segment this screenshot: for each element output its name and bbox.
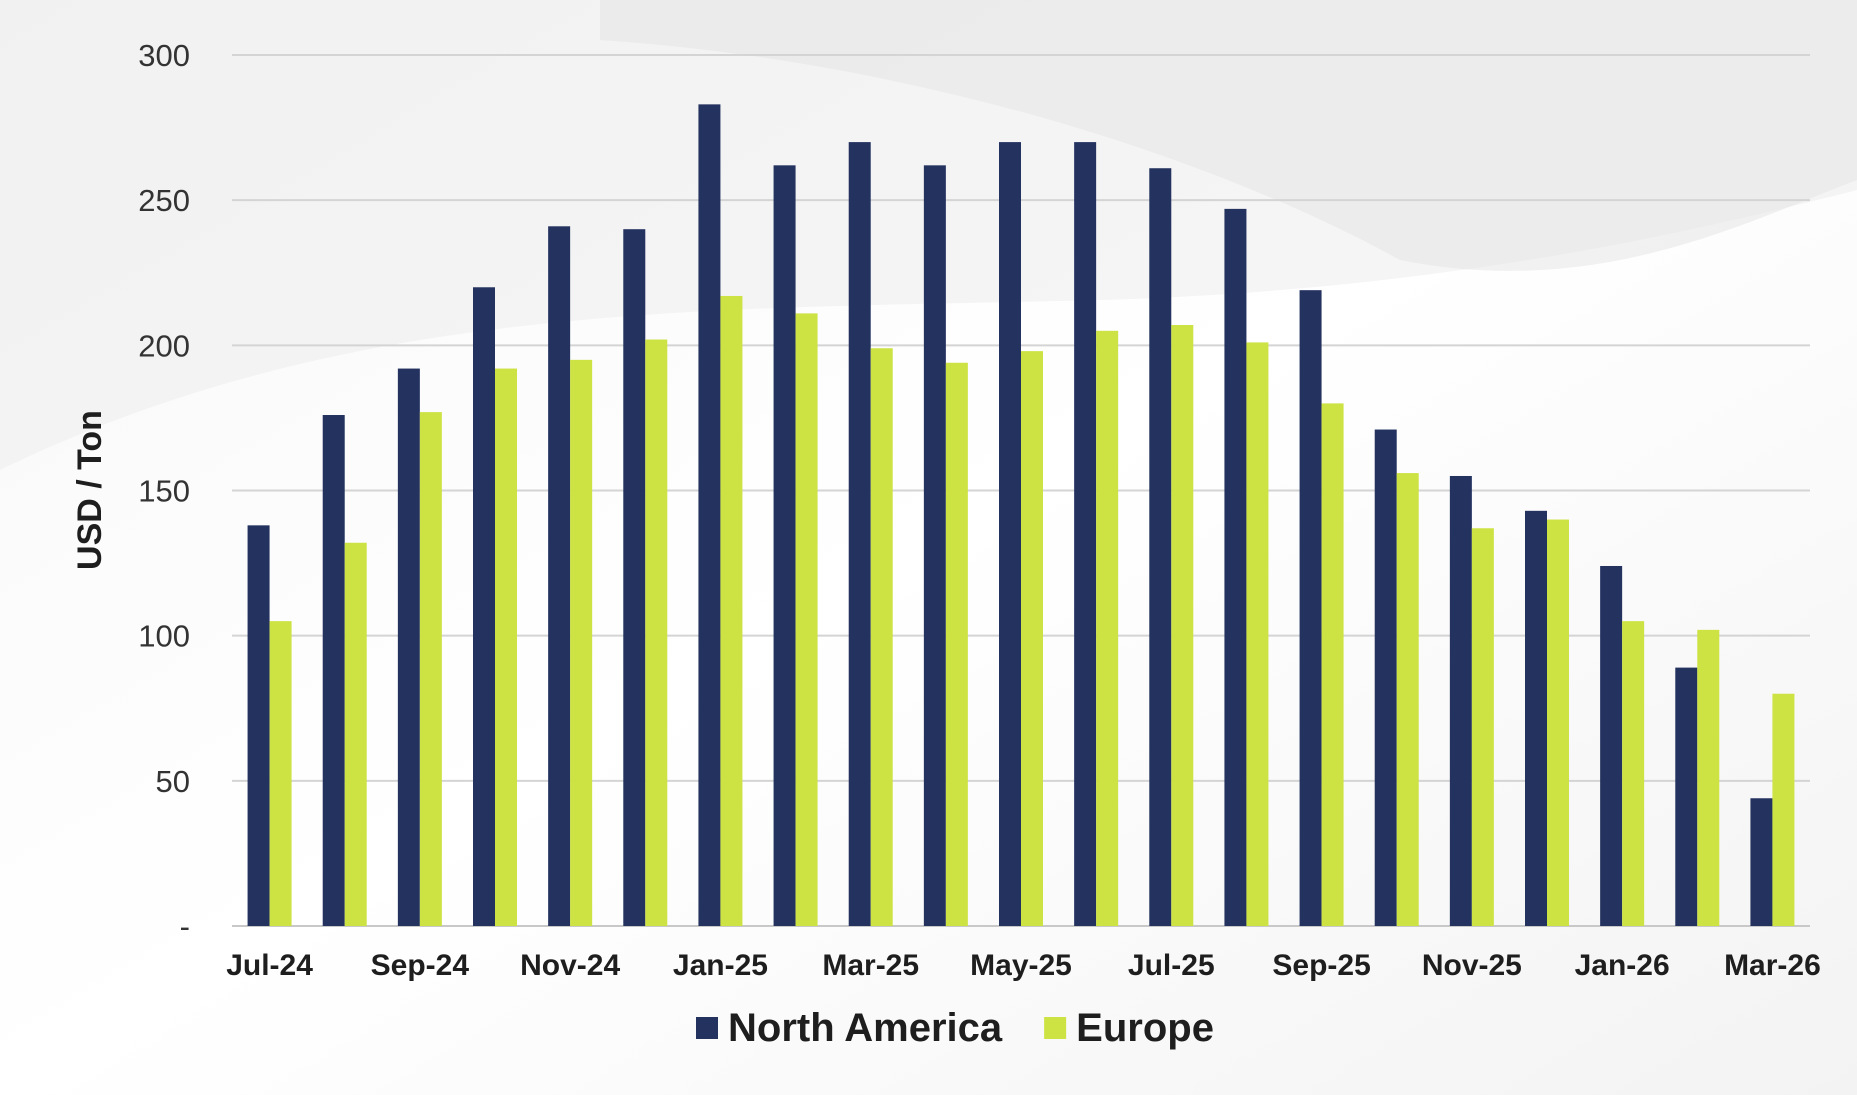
legend-label: North America [728, 1006, 1003, 1050]
bar-north-america [322, 415, 345, 926]
x-tick-label: Jul-24 [226, 949, 313, 982]
bar-north-america [923, 165, 946, 926]
bar-north-america [1299, 290, 1322, 926]
x-tick-label: Jan-25 [673, 949, 768, 982]
bar-north-america [247, 525, 270, 926]
bar-europe [344, 542, 367, 926]
bar-north-america [1074, 142, 1097, 927]
y-tick-label: 250 [138, 183, 190, 218]
bar-north-america [1449, 475, 1472, 926]
bar-north-america [1149, 168, 1172, 927]
x-tick-label: Sep-24 [371, 949, 470, 982]
x-tick-label: Sep-25 [1272, 949, 1370, 982]
y-axis-ticks: - 50 100 150 200 250 300 [138, 38, 190, 944]
bar-north-america [473, 287, 495, 926]
bar-north-america [1675, 667, 1698, 926]
bar-europe [1396, 473, 1419, 926]
y-tick-label: 150 [138, 474, 190, 509]
bar-north-america [397, 368, 420, 926]
bar-north-america [1224, 208, 1247, 927]
x-axis-ticks: Jul-24 Sep-24 Nov-24 Jan-25 Mar-25 May-25 Jul-… [226, 949, 1821, 982]
bar-europe [795, 313, 818, 926]
x-tick-label: Jan-26 [1575, 949, 1670, 982]
bar-europe [570, 359, 593, 927]
bar-europe [1772, 693, 1795, 926]
y-tick-label: 300 [138, 38, 190, 73]
x-tick-label: Nov-24 [520, 949, 620, 982]
bar-north-america [1750, 798, 1773, 926]
bar-europe [945, 362, 968, 927]
bar-north-america [1374, 429, 1397, 926]
bar-north-america [623, 229, 646, 926]
bar-europe [1171, 325, 1194, 926]
x-tick-label: Mar-26 [1724, 949, 1821, 982]
y-axis-label: USD / Ton [71, 410, 109, 570]
legend: North America Europe [696, 1006, 1214, 1050]
bar-europe [1697, 629, 1720, 926]
bar-europe [1246, 342, 1269, 926]
bars [247, 104, 1795, 927]
y-tick-label: 200 [138, 328, 190, 363]
x-tick-label: May-25 [970, 949, 1072, 982]
bar-europe [1021, 351, 1043, 926]
x-tick-label: Nov-25 [1422, 949, 1522, 982]
x-tick-label: Mar-25 [822, 949, 919, 982]
y-tick-label: - [180, 909, 190, 944]
bar-europe [1471, 528, 1494, 926]
bar-europe [1096, 330, 1119, 927]
bar-north-america [698, 104, 721, 926]
y-tick-label: 50 [156, 764, 190, 799]
bar-north-america [999, 142, 1021, 927]
bar-north-america [1600, 565, 1623, 926]
legend-swatch [1044, 1017, 1067, 1039]
bar-north-america [848, 142, 871, 927]
bar-europe [1547, 519, 1569, 926]
x-tick-label: Jul-25 [1128, 949, 1215, 982]
bar-europe [1622, 621, 1645, 926]
background-swoosh-2 [600, 0, 1857, 271]
bar-europe [645, 339, 668, 926]
bar-europe [495, 368, 517, 926]
bar-north-america [773, 165, 796, 926]
bar-north-america [1525, 510, 1547, 926]
bar-europe [720, 295, 743, 926]
bar-europe [1321, 403, 1344, 926]
y-tick-label: 100 [138, 619, 190, 654]
bar-europe [419, 412, 442, 926]
bar-europe [870, 348, 893, 926]
bar-north-america [548, 226, 571, 927]
legend-label: Europe [1076, 1006, 1214, 1050]
bar-europe [269, 621, 292, 926]
legend-swatch [696, 1017, 718, 1039]
